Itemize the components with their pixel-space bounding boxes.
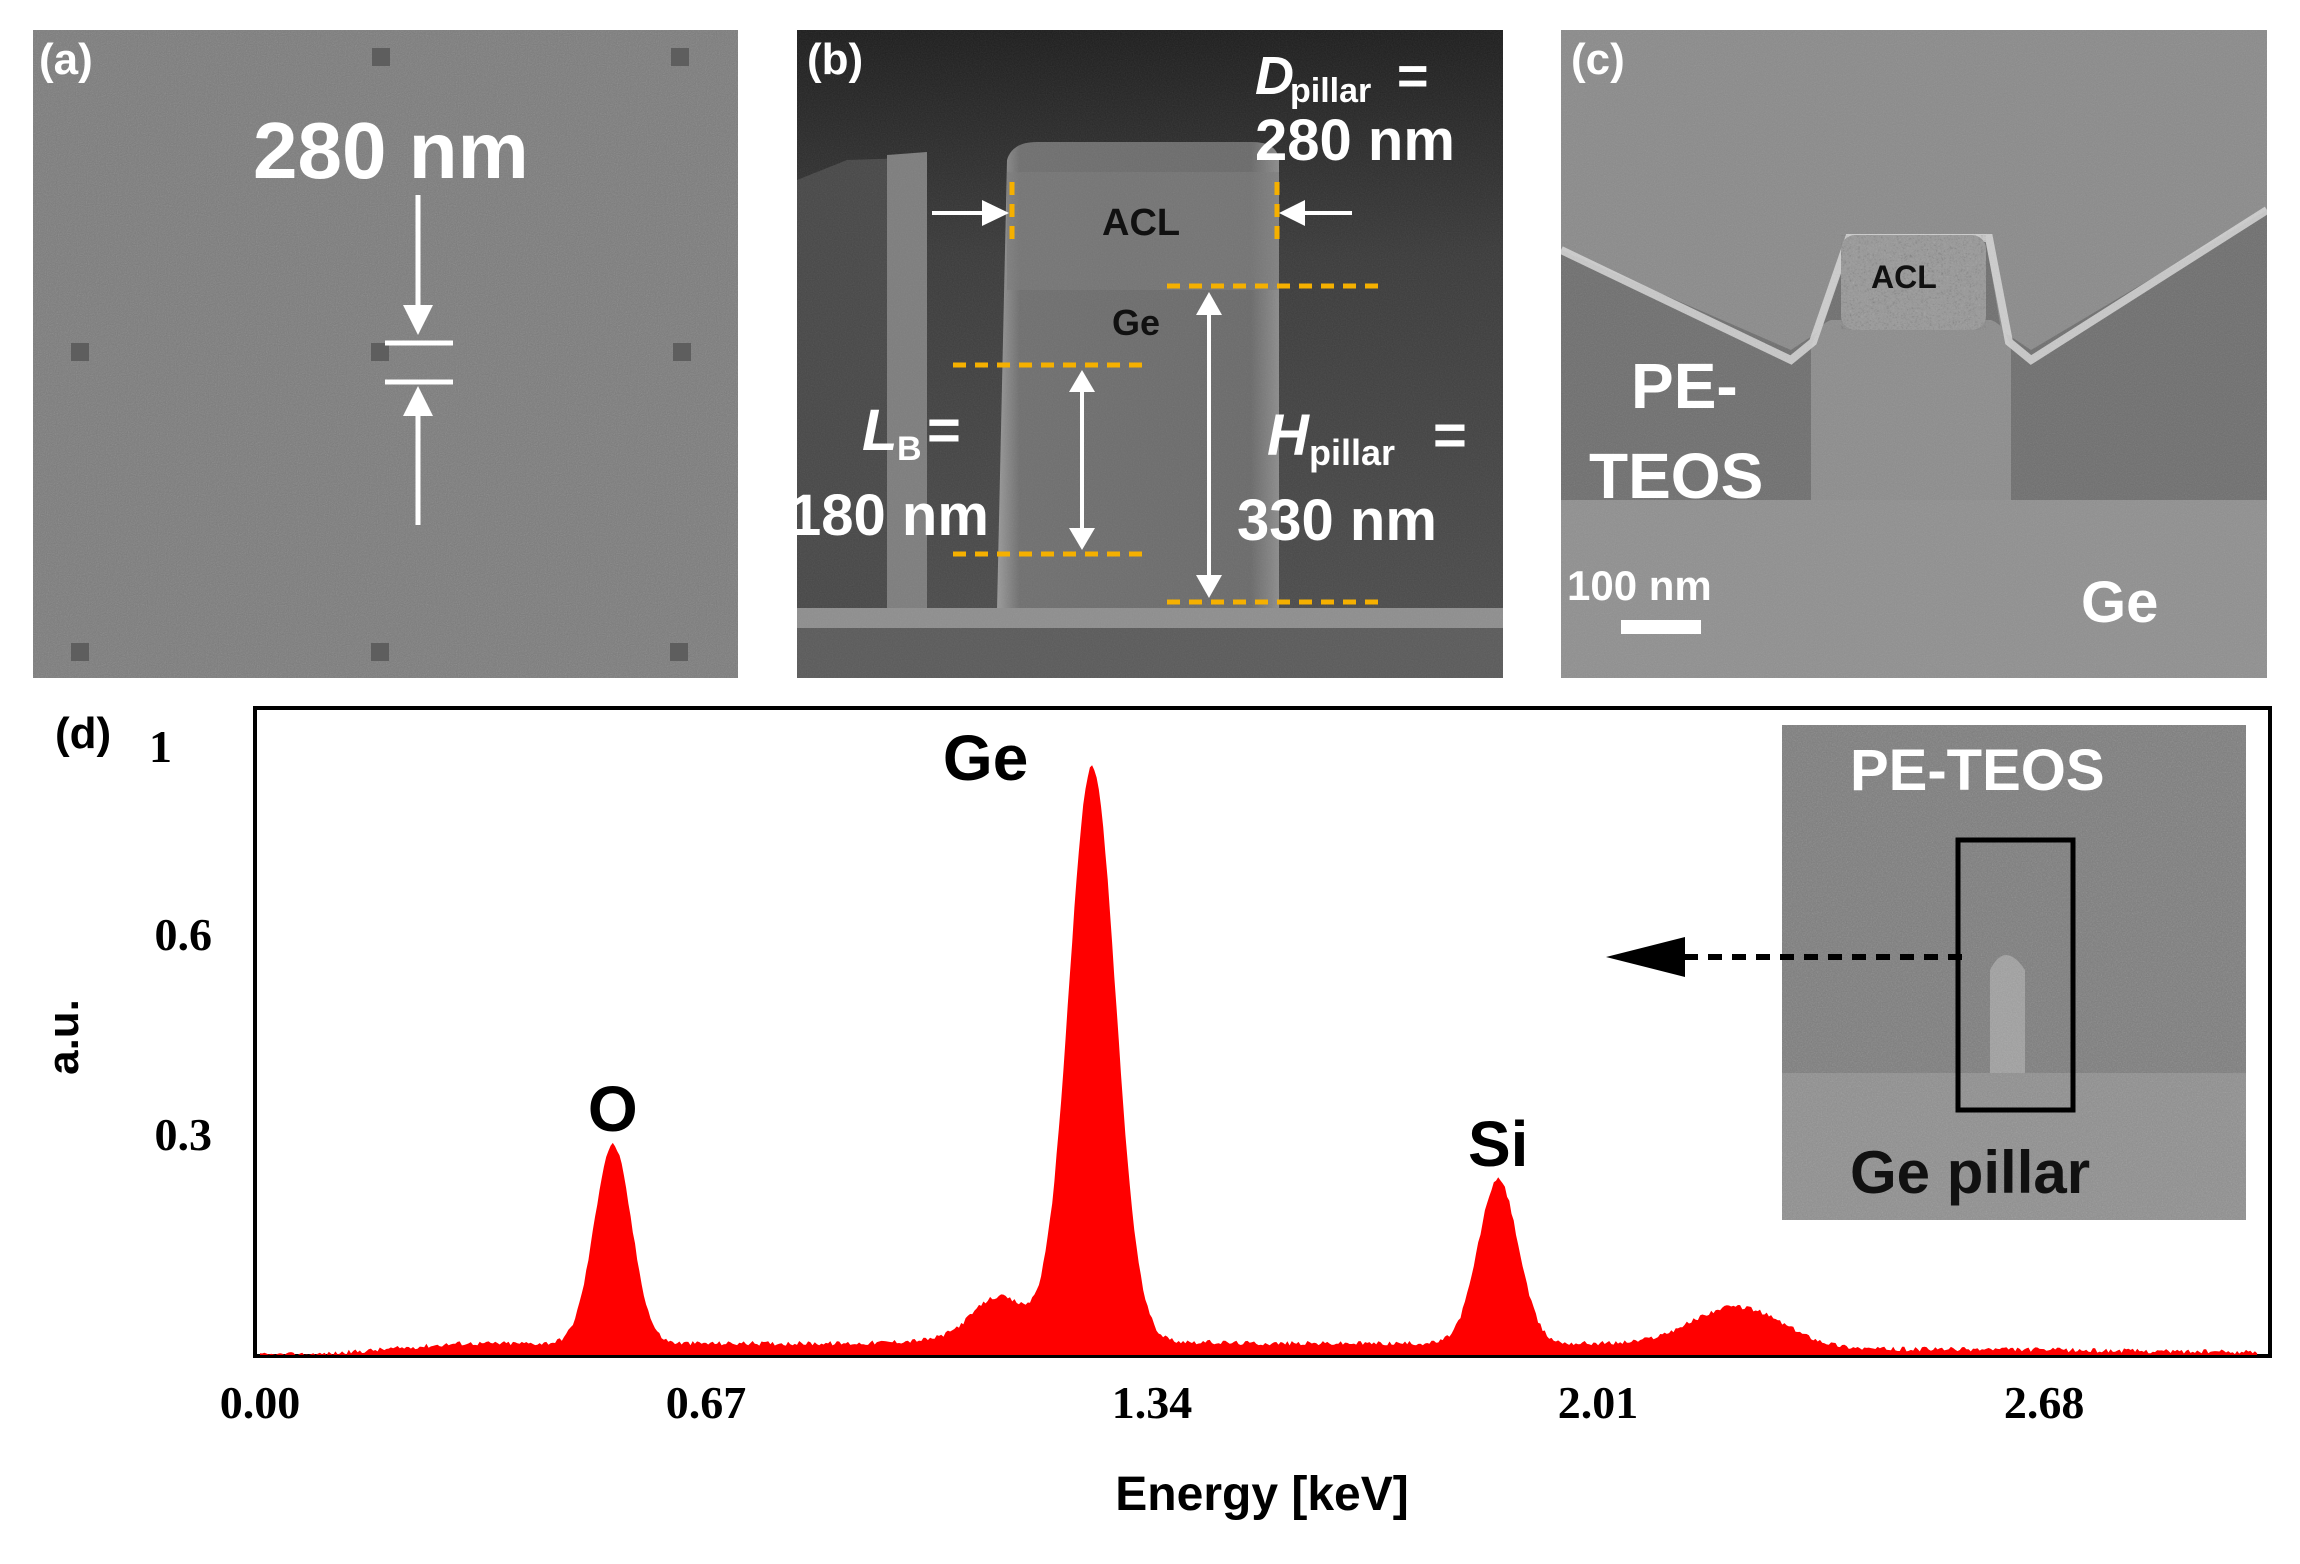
- acl-label: ACL: [1102, 202, 1180, 244]
- x-tick-label: 0.67: [666, 1377, 747, 1428]
- inset-selection-box: [1955, 837, 2076, 1113]
- lb-symbol: L: [862, 398, 897, 463]
- ge-label: Ge: [1112, 302, 1160, 343]
- eds-chart-svg: 0.00 0.67 1.34 2.01 2.68 0.3 0.6 1 O Ge Si (d) E…: [39, 706, 2272, 1521]
- inset-sem-image: PE-TEOS Ge pillar: [1782, 725, 2246, 1220]
- pillar-dots: [71, 48, 691, 661]
- d-pillar-equals: =: [1397, 46, 1429, 106]
- x-tick-labels: 0.00 0.67 1.34 2.01 2.68: [220, 1377, 2085, 1428]
- panel-a-label: (a): [39, 35, 93, 84]
- y-tick-label: 0.6: [155, 909, 213, 960]
- pillar-dot: [371, 643, 389, 661]
- pillar-dot: [670, 643, 688, 661]
- d-pillar-subscript: pillar: [1290, 72, 1371, 110]
- peak-labels: O Ge Si: [588, 722, 1529, 1180]
- panel-d-label: (d): [55, 709, 111, 758]
- pe-teos-label-line2: TEOS: [1589, 440, 1763, 512]
- panel-a-image: (a) 280 nm: [33, 30, 738, 678]
- h-pillar-symbol: H: [1267, 403, 1310, 468]
- pillar-dot: [671, 48, 689, 66]
- panel-b-label: (b): [807, 35, 863, 84]
- pillar-dot: [673, 343, 691, 361]
- x-tick-label: 2.68: [2004, 1377, 2085, 1428]
- inset-ge-pillar-label: Ge pillar: [1850, 1139, 2090, 1206]
- pillar-dot: [71, 643, 89, 661]
- peak-label: Ge: [943, 722, 1028, 794]
- panel-a-dimension-text: 280 nm: [253, 106, 529, 195]
- panel-a-sem-top-view: (a) 280 nm: [33, 30, 738, 678]
- h-pillar-subscript: pillar: [1309, 432, 1395, 473]
- guide-lines: [953, 182, 1382, 605]
- acl-label-c: ACL: [1871, 259, 1937, 295]
- pillar-dot: [71, 343, 89, 361]
- x-axis-label: Energy [keV]: [1115, 1468, 1408, 1521]
- peak-label: Si: [1468, 1108, 1528, 1180]
- scale-bar: [1621, 620, 1701, 634]
- lb-subscript: B: [897, 430, 922, 468]
- panel-b-image: (b) D pillar = 280 nm ACL Ge L B = 180 n…: [797, 30, 1503, 678]
- h-pillar-value: 330 nm: [1237, 488, 1437, 553]
- dimension-arrows: [385, 195, 453, 525]
- panel-c-image: (c) ACL PE- TEOS 100 nm Ge: [1561, 30, 2267, 678]
- panel-c-label: (c): [1571, 35, 1625, 84]
- x-tick-label: 1.34: [1112, 1377, 1193, 1428]
- lb-equals: =: [927, 398, 961, 463]
- d-pillar-symbol: D: [1255, 46, 1294, 106]
- panel-d-eds-chart: 0.00 0.67 1.34 2.01 2.68 0.3 0.6 1 O Ge Si (d) E…: [0, 680, 2300, 1564]
- h-pillar-equals: =: [1433, 403, 1467, 468]
- panel-c-sem-cross-section: (c) ACL PE- TEOS 100 nm Ge: [1561, 30, 2267, 678]
- panel-b-sem-cross-section: (b) D pillar = 280 nm ACL Ge L B = 180 n…: [797, 30, 1503, 678]
- y-tick-labels: 0.3 0.6 1: [149, 721, 212, 1160]
- ge-label-c: Ge: [2081, 570, 2158, 635]
- scale-bar-label: 100 nm: [1567, 562, 1712, 609]
- peak-label: O: [588, 1073, 638, 1145]
- x-tick-label: 0.00: [220, 1377, 301, 1428]
- pillar-dot: [371, 343, 389, 361]
- y-tick-label: 1: [149, 721, 172, 772]
- inset-pointer-arrow: [1606, 937, 1962, 977]
- x-tick-label: 2.01: [1558, 1377, 1639, 1428]
- lb-value: 180 nm: [797, 483, 989, 548]
- pe-teos-label-line1: PE-: [1631, 350, 1738, 422]
- inset-pe-teos-label: PE-TEOS: [1850, 738, 2105, 803]
- d-pillar-value: 280 nm: [1255, 108, 1455, 173]
- pillar-dot: [372, 48, 390, 66]
- y-axis-label: a.u.: [39, 999, 88, 1075]
- measurement-arrows: [932, 200, 1352, 598]
- y-tick-label: 0.3: [155, 1109, 213, 1160]
